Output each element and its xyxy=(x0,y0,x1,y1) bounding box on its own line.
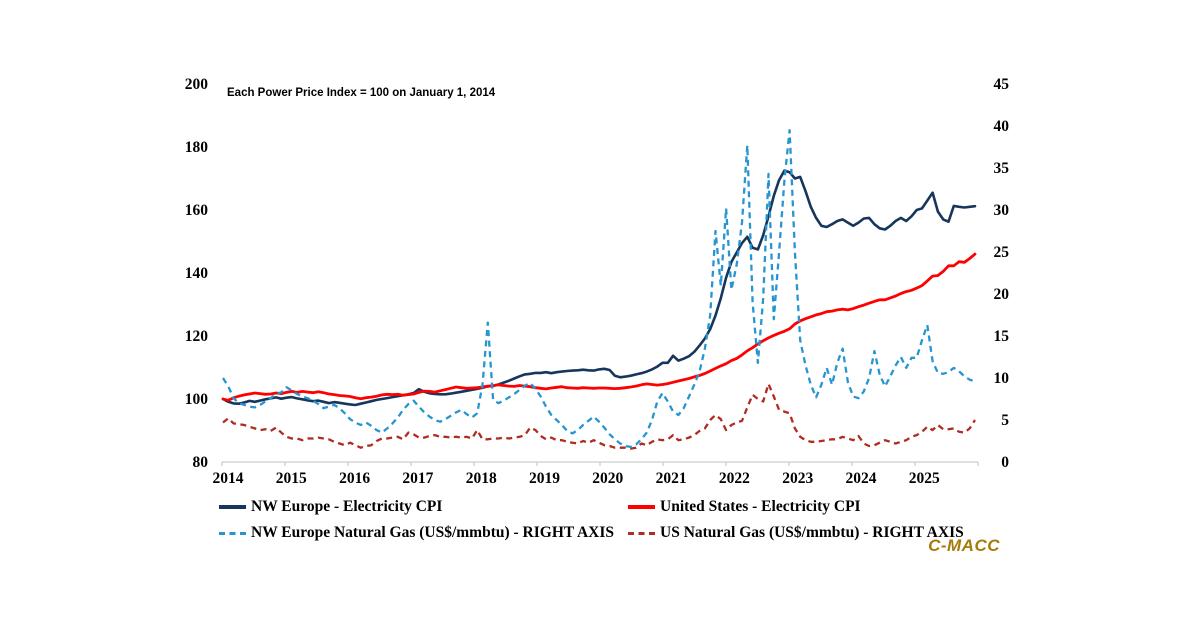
x-axis-label: 2020 xyxy=(592,470,623,487)
right-axis-label: 10 xyxy=(994,370,1010,387)
legend-line-dashed-blue-icon xyxy=(219,531,246,535)
series-line-2 xyxy=(222,129,976,449)
legend-item-us-electricity: United States - Electricity CPI xyxy=(628,498,861,516)
left-axis-label: 120 xyxy=(185,328,209,345)
x-axis-label: 2021 xyxy=(656,470,687,487)
right-axis-label: 35 xyxy=(994,160,1010,177)
legend-item-us-gas: US Natural Gas (US$/mmbtu) - RIGHT AXIS xyxy=(628,524,964,542)
legend-line-solid-red-icon xyxy=(628,505,655,509)
chart-note: Each Power Price Index = 100 on January … xyxy=(227,87,496,99)
right-axis-label: 45 xyxy=(994,76,1010,93)
x-axis-label: 2014 xyxy=(213,470,244,487)
right-axis-label: 20 xyxy=(994,286,1010,303)
legend-item-nw-europe-electricity: NW Europe - Electricity CPI xyxy=(219,498,442,516)
series-line-1 xyxy=(221,252,977,402)
left-axis-label: 140 xyxy=(185,265,209,282)
series-line-3 xyxy=(222,382,976,450)
left-axis-label: 180 xyxy=(185,139,209,156)
right-axis-label: 30 xyxy=(994,202,1010,219)
left-axis-label: 160 xyxy=(185,202,209,219)
right-axis-label: 15 xyxy=(994,328,1010,345)
x-axis-label: 2017 xyxy=(402,470,433,487)
legend-line-solid-navy-icon xyxy=(219,505,246,509)
legend-line-dashed-darkred-icon xyxy=(628,531,655,535)
legend-label: NW Europe - Electricity CPI xyxy=(251,498,443,515)
legend-label: US Natural Gas (US$/mmbtu) - RIGHT AXIS xyxy=(660,524,964,541)
left-axis-label: 80 xyxy=(193,454,209,471)
x-axis-label: 2019 xyxy=(529,470,560,487)
legend-label: United States - Electricity CPI xyxy=(660,498,861,515)
x-axis-label: 2025 xyxy=(909,470,940,487)
x-axis-label: 2016 xyxy=(339,470,370,487)
left-axis-label: 100 xyxy=(185,391,209,408)
left-axis-label: 200 xyxy=(185,76,209,93)
legend-label: NW Europe Natural Gas (US$/mmbtu) - RIGH… xyxy=(251,524,615,541)
x-axis-label: 2022 xyxy=(719,470,750,487)
right-axis-label: 40 xyxy=(994,118,1010,135)
legend-item-nw-europe-gas: NW Europe Natural Gas (US$/mmbtu) - RIGH… xyxy=(219,524,614,542)
x-axis-label: 2018 xyxy=(466,470,497,487)
x-axis-label: 2023 xyxy=(782,470,813,487)
cmacc-logo: C-MACC xyxy=(928,536,1000,555)
right-axis-label: 5 xyxy=(1001,412,1009,429)
x-axis-label: 2015 xyxy=(276,470,307,487)
series-line-0 xyxy=(221,169,977,407)
right-axis-label: 25 xyxy=(994,244,1010,261)
x-axis-label: 2024 xyxy=(846,470,877,487)
right-axis-label: 0 xyxy=(1001,454,1009,471)
